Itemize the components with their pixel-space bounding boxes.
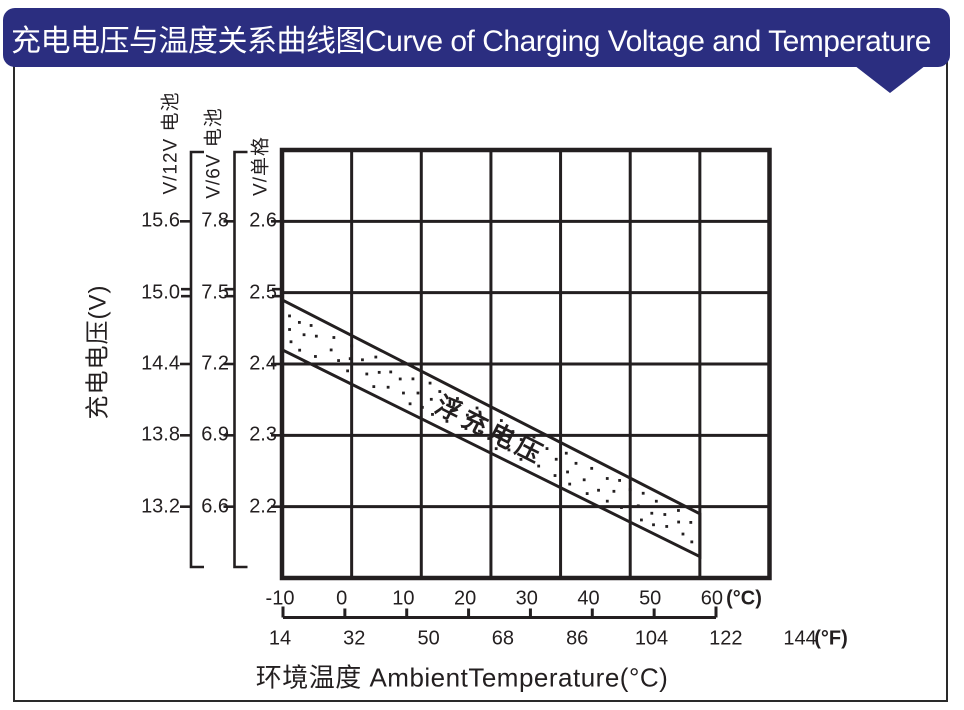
y-tick-label: 2.6 (249, 209, 277, 232)
x-tick-label-fahrenheit: 50 (417, 627, 440, 650)
x-tick-label-celsius: 30 (515, 587, 538, 610)
banner-tail-icon (850, 62, 930, 93)
y-axis-name-label: V/12V 电池 (160, 91, 182, 195)
y-tick-label: 2.5 (249, 281, 277, 304)
y-tick-label: 13.8 (141, 423, 180, 446)
x-tick-label-celsius: -10 (265, 587, 295, 610)
y-tick-label: 13.2 (141, 495, 180, 518)
y-tick-label: 2.4 (249, 352, 277, 375)
y-tick-label: 7.2 (201, 352, 229, 375)
y-tick-label: 2.2 (249, 495, 277, 518)
x-tick-label-celsius: 0 (336, 587, 348, 610)
y-axis-name-label: V/6V 电池 (203, 107, 225, 199)
x-tick-label-fahrenheit: 14 (268, 627, 292, 650)
y-tick-label: 14.4 (141, 352, 180, 375)
x-axis-title: 环境温度 AmbientTemperature(°C) (255, 662, 669, 693)
x-tick-label-fahrenheit: 144 (783, 627, 817, 650)
x-tick-label-celsius: 50 (639, 587, 662, 610)
content-frame (13, 30, 948, 702)
y-tick-label: 2.3 (249, 423, 277, 446)
band-outline (280, 297, 702, 560)
y-axis-bracket-1 (223, 150, 248, 569)
x-axis-ruler (281, 606, 718, 619)
x-tick-label-celsius: 40 (577, 587, 600, 610)
page-title: 充电电压与温度关系曲线图Curve of Charging Voltage an… (11, 24, 931, 58)
x-tick-label-celsius: 60 (700, 587, 724, 610)
x-tick-label-celsius: 10 (392, 587, 415, 610)
y-tick-label: 15.0 (141, 281, 180, 304)
y-tick-label: 15.6 (141, 209, 180, 232)
y-tick-label: 7.5 (201, 281, 229, 304)
y-tick-label: 7.8 (201, 209, 229, 232)
y-axis-bracket-0 (180, 150, 204, 569)
x-tick-label-fahrenheit: 104 (634, 627, 669, 650)
y-tick-label: 6.9 (201, 423, 229, 446)
y-tick-label: 6.6 (201, 495, 229, 518)
y-axis-title: 充电电压(V) (84, 284, 112, 420)
title-banner: 充电电压与温度关系曲线图Curve of Charging Voltage an… (3, 8, 950, 67)
x-tick-label-celsius: 20 (453, 587, 477, 610)
x-tick-label-fahrenheit: 32 (343, 627, 366, 650)
x-axis-unit-fahrenheit: (°F) (814, 627, 848, 650)
y-axis-name-label: V/单格 (250, 136, 272, 196)
x-tick-label-fahrenheit: 122 (709, 627, 743, 650)
x-axis-unit-celsius: (°C) (726, 587, 762, 610)
band-dots (288, 314, 694, 544)
y-axis-bracket-2 (271, 220, 282, 508)
x-tick-label-fahrenheit: 86 (566, 627, 589, 650)
x-tick-label-fahrenheit: 68 (491, 627, 515, 650)
